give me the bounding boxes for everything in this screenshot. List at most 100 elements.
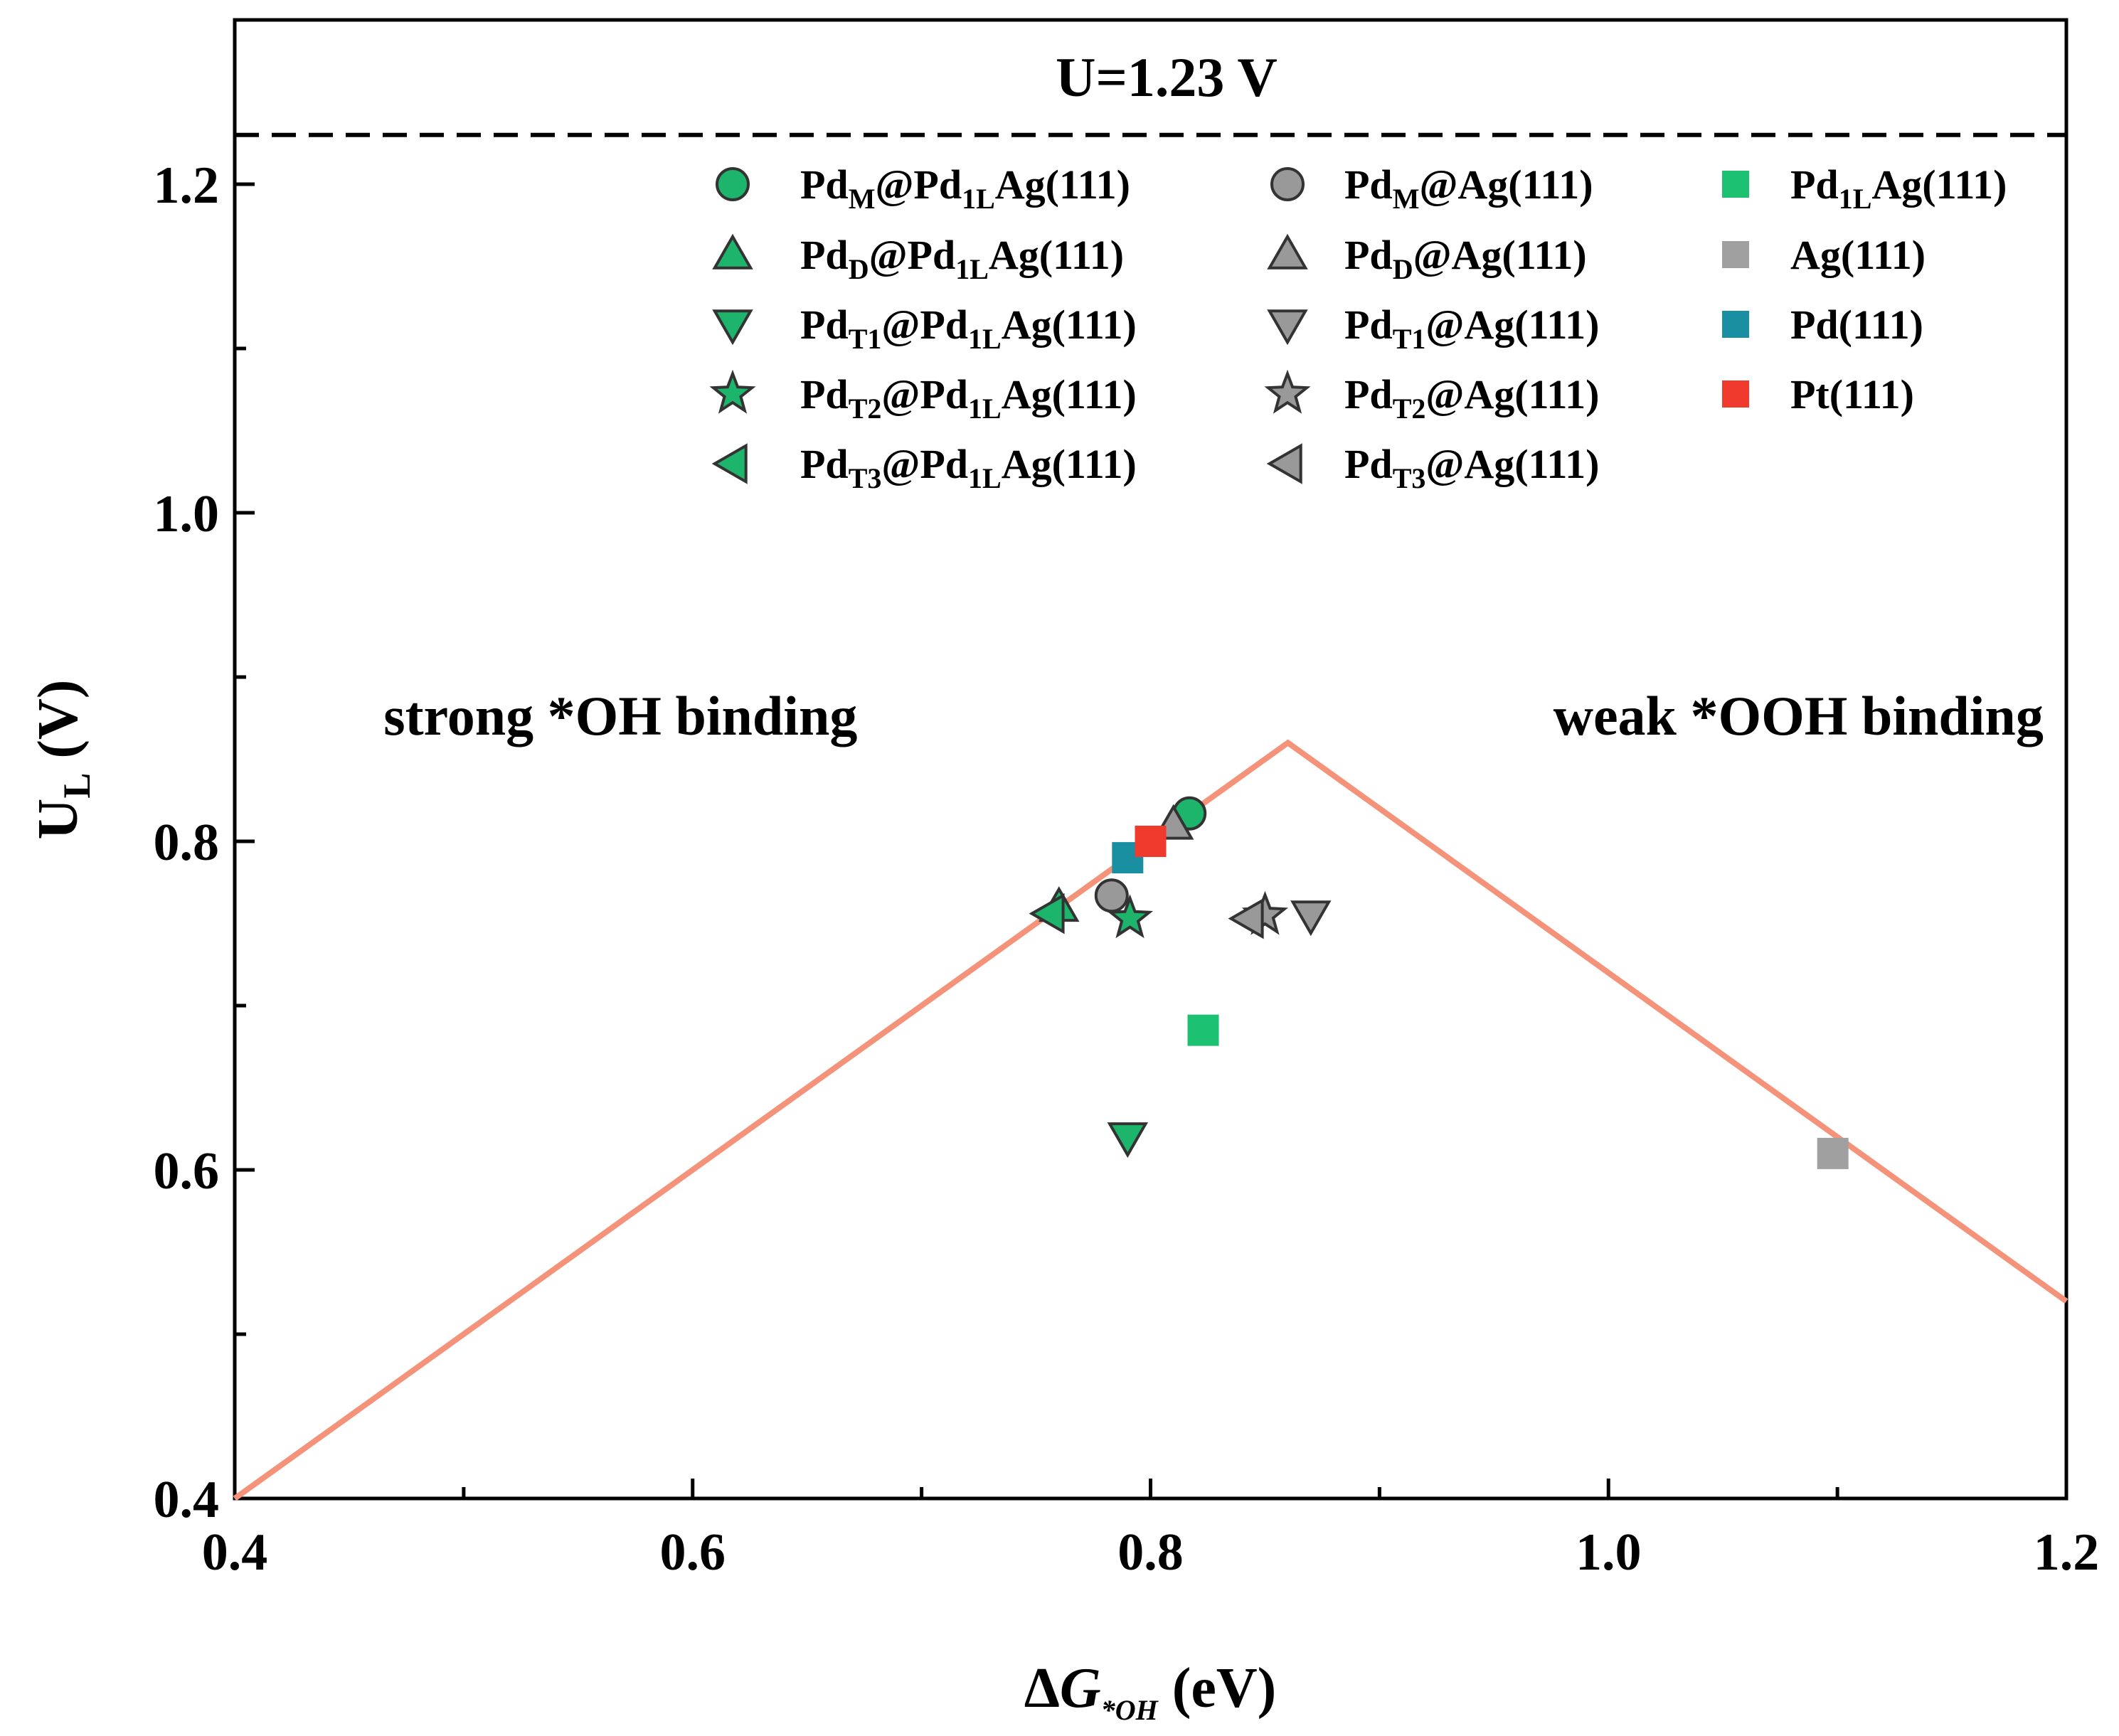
legend-label-part: Pd <box>800 161 849 208</box>
legend-label: PdT1@Ag(111) <box>1344 302 1599 355</box>
legend-label-part: Pd <box>800 302 849 348</box>
data-point-triangle-left <box>1228 898 1264 939</box>
x-axis-title-subscript: *OH <box>1101 1694 1159 1726</box>
legend-label-part: Pd <box>800 441 849 487</box>
legend-marker-triangle-down <box>712 309 753 346</box>
legend-label-subscript: M <box>1393 183 1420 215</box>
curve-layer <box>233 739 2068 1501</box>
legend-label-part: Pd <box>1344 371 1393 417</box>
legend-marker-triangle-down <box>1267 309 1308 346</box>
legend-marker-circle <box>1270 167 1305 201</box>
y-tick-label: 0.8 <box>154 814 220 872</box>
legend-marker-triangle-left <box>711 443 748 484</box>
legend-label-subscript: 1L <box>962 183 995 215</box>
x-axis-title: ΔG*OH (eV) <box>1024 1657 1277 1726</box>
legend-label-part: Ag(111) <box>1002 302 1137 348</box>
legend-label: PdT1@Pd1LAg(111) <box>800 302 1137 355</box>
y-tick-label: 0.4 <box>154 1471 220 1529</box>
y-tick-label: 1.2 <box>154 156 220 215</box>
text-layer: U=1.23 V 0.4 0.6 0.8 1.0 1.2 0.4 0.6 0.8 1.0 1.2 ΔG… <box>27 46 2099 1726</box>
legend-label-subscript: T2 <box>1393 393 1426 425</box>
data-point-square <box>1187 1014 1219 1046</box>
y-axis-title-unit: (V) <box>27 680 90 773</box>
legend-label-part: @Ag(111) <box>1425 302 1599 348</box>
data-point-triangle-down <box>1290 900 1332 937</box>
legend-marker-triangle-left <box>1266 443 1302 484</box>
legend-label: PdD@Pd1LAg(111) <box>800 232 1124 285</box>
volcano-line <box>233 739 2068 1501</box>
legend-label: Ag(111) <box>1790 232 1926 278</box>
legend-label-part: Pd(111) <box>1790 302 1923 348</box>
legend-label-part: Pd <box>1344 232 1393 278</box>
legend-label-part: @Ag(111) <box>1425 441 1599 487</box>
legend-label: PdM@Pd1LAg(111) <box>800 161 1130 215</box>
legend-label-part: Ag(111) <box>989 232 1124 278</box>
legend-label-part: @Pd <box>881 302 968 348</box>
legend-label-part: Pt(111) <box>1790 371 1914 417</box>
legend-marker-square <box>1722 241 1749 268</box>
legend-label-subscript: 1L <box>1839 183 1872 215</box>
legend-label-subscript: 1L <box>968 323 1002 355</box>
y-axis-title: UL (V) <box>27 680 98 840</box>
legend-label-part: @Pd <box>869 232 956 278</box>
y-axis-title-subscript: L <box>55 773 98 799</box>
legend-marker-square <box>1722 171 1749 198</box>
data-point-triangle-down <box>1107 1122 1149 1159</box>
legend-marker-triangle-up <box>712 233 753 270</box>
legend-label-part: Ag(111) <box>1871 161 2007 208</box>
legend-label-part: @Pd <box>881 371 968 417</box>
legend-label-subscript: D <box>849 253 869 285</box>
legend-label-subscript: 1L <box>968 462 1002 494</box>
legend-label-subscript: T3 <box>849 462 882 494</box>
legend-label-subscript: D <box>1393 253 1413 285</box>
data-point-triangle-left <box>1029 893 1065 934</box>
y-axis-title-main: U <box>27 799 90 840</box>
y-tick-label: 0.6 <box>154 1142 220 1200</box>
annotation-strong-oh: strong *OH binding <box>383 685 857 747</box>
data-point-square <box>1135 826 1167 857</box>
legend-marker-square <box>1722 311 1749 338</box>
legend-label-subscript: 1L <box>968 393 1002 425</box>
legend-label-part: Pd <box>800 232 849 278</box>
legend-marker-star <box>1264 369 1311 414</box>
legend-label-part: Pd <box>1344 302 1393 348</box>
legend-label-part: Pd <box>800 371 849 417</box>
legend-label-part: Pd <box>1790 161 1839 208</box>
legend: PdM@Pd1LAg(111)PdD@Pd1LAg(111)PdT1@Pd1LA… <box>709 161 2007 494</box>
legend-label-part: @Ag(111) <box>1425 371 1599 417</box>
legend-label-subscript: T3 <box>1393 462 1426 494</box>
legend-label-part: @Ag(111) <box>1419 161 1593 208</box>
legend-label-subscript: 1L <box>955 253 989 285</box>
legend-marker-circle <box>716 167 750 201</box>
legend-label-part: Ag(111) <box>1790 232 1926 278</box>
points-layer <box>1029 796 1849 1169</box>
legend-label-part: @Ag(111) <box>1413 232 1587 278</box>
legend-label: PdT3@Ag(111) <box>1344 441 1599 494</box>
legend-label: PdM@Ag(111) <box>1344 161 1593 215</box>
legend-marker-triangle-up <box>1267 233 1308 270</box>
legend-label-subscript: T1 <box>849 323 882 355</box>
legend-label: Pd1LAg(111) <box>1790 161 2007 215</box>
legend-label: PdT2@Pd1LAg(111) <box>800 371 1137 425</box>
data-point-circle <box>1094 878 1129 913</box>
data-point-square <box>1817 1137 1849 1169</box>
y-tick-label: 1.0 <box>154 485 220 543</box>
legend-marker-star <box>709 369 756 414</box>
legend-label-subscript: M <box>849 183 876 215</box>
legend-label-part: Ag(111) <box>1002 371 1137 417</box>
annotation-weak-ooh: weak *OOH binding <box>1554 685 2044 747</box>
reference-line-label: U=1.23 V <box>1056 46 1278 108</box>
legend-label-part: @Pd <box>881 441 968 487</box>
x-tick-label: 1.0 <box>1576 1523 1642 1582</box>
x-tick-label: 0.4 <box>202 1523 268 1582</box>
legend-label-subscript: T1 <box>1393 323 1426 355</box>
legend-label: Pt(111) <box>1790 371 1914 417</box>
legend-label-part: Pd <box>1344 441 1393 487</box>
x-tick-label: 0.8 <box>1117 1523 1184 1582</box>
x-axis-title-unit: (eV) <box>1158 1657 1277 1720</box>
legend-label-part: Pd <box>1344 161 1393 208</box>
legend-label-subscript: T2 <box>849 393 882 425</box>
legend-label: PdT2@Ag(111) <box>1344 371 1599 425</box>
legend-label-part: Ag(111) <box>1002 441 1137 487</box>
